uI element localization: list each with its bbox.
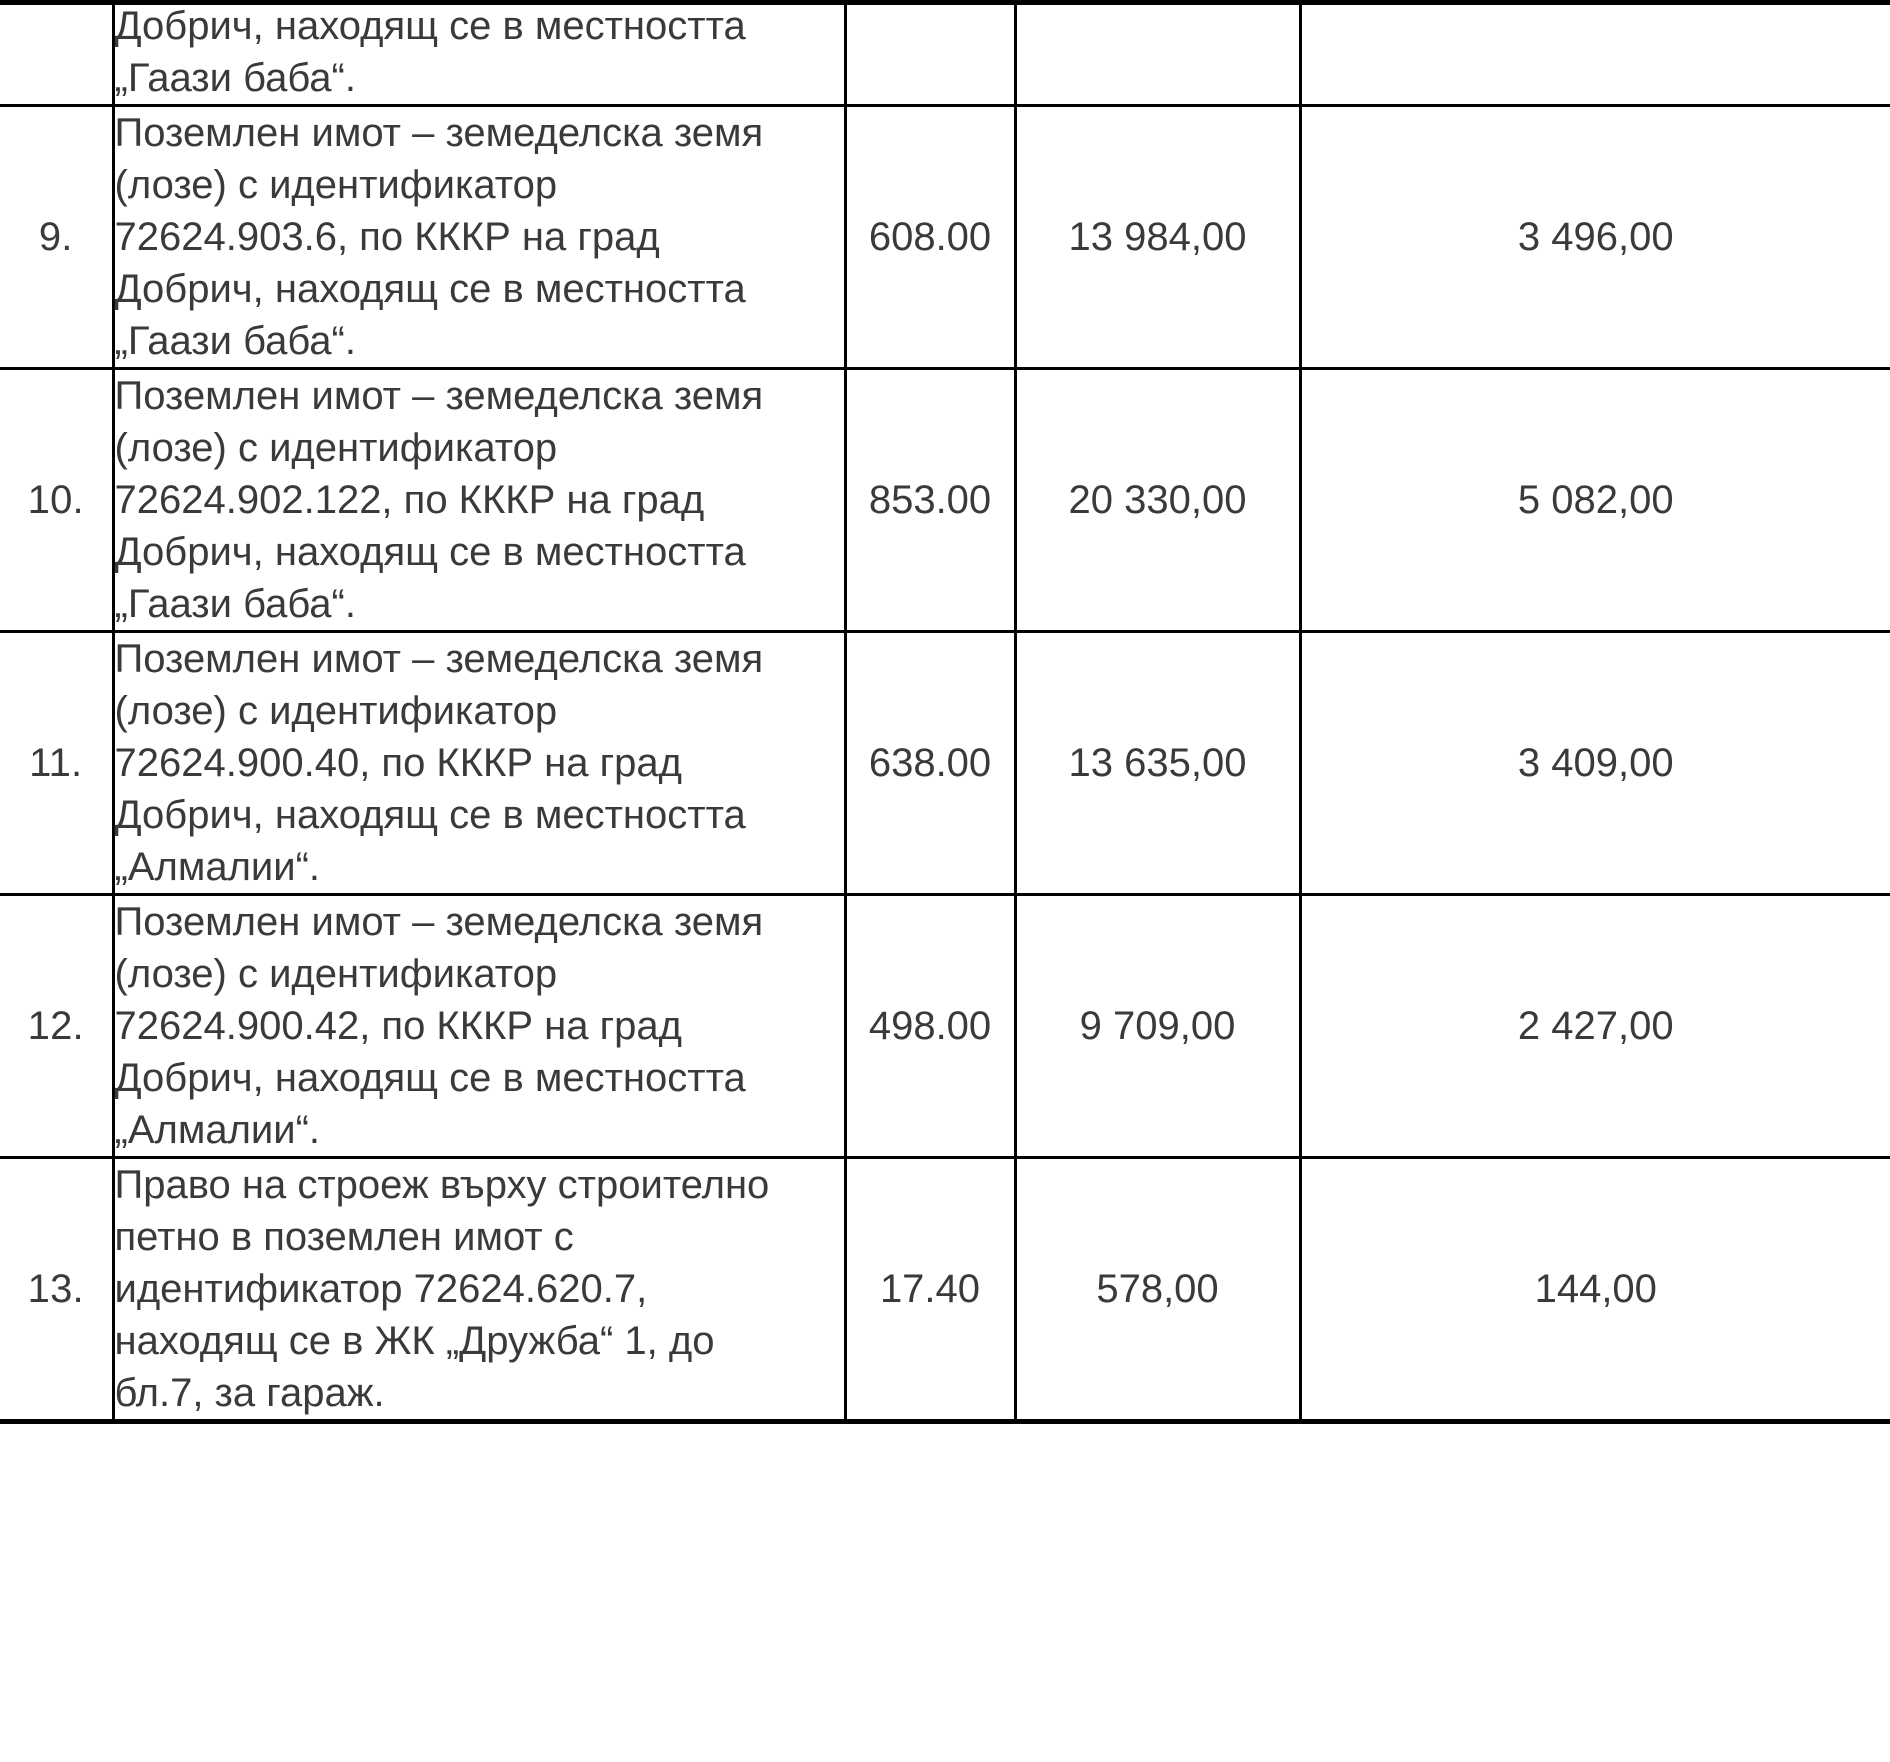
property-inventory-table: Добрич, находящ се в местността „Гаази б… [0, 0, 1890, 1424]
row-description-cell: Право на строеж върху строително петно в… [111, 1156, 845, 1424]
row-value1-cell: 9 709,00 [1013, 893, 1300, 1158]
table-row: 13. Право на строеж върху строително пет… [0, 1156, 1890, 1424]
description-line: Поземлен имот – земеделска земя [114, 111, 764, 155]
description-line: „Алмалии“. [114, 845, 321, 889]
description-line: Поземлен имот – земеделска земя [114, 374, 764, 418]
description-line: 72624.900.40, по КККР на град [114, 741, 683, 785]
table-row: 11. Поземлен имот – земеделска земя (лоз… [0, 630, 1890, 895]
description-line: Добрич, находящ се в местността [114, 530, 746, 574]
description-line: (лозе) с идентификатор [114, 163, 558, 207]
row-number-cell: 10. [0, 367, 113, 632]
row-value2-cell: 2 427,00 [1298, 893, 1890, 1158]
row-value2-cell: 3 409,00 [1298, 630, 1890, 895]
description-line: бл.7, за гараж. [114, 1371, 385, 1415]
table-row: 9. Поземлен имот – земеделска земя (лозе… [0, 104, 1890, 369]
description-line: Поземлен имот – земеделска земя [114, 900, 764, 944]
table-row: 10. Поземлен имот – земеделска земя (лоз… [0, 367, 1890, 632]
row-area-cell: 853.00 [843, 367, 1015, 632]
description-line: „Гаази баба“. [114, 319, 356, 363]
table-body: Добрич, находящ се в местността „Гаази б… [0, 0, 1890, 1424]
description-line: Право на строеж върху строително [114, 1163, 770, 1207]
description-line: (лозе) с идентификатор [114, 689, 558, 733]
description-line: „Гаази баба“. [114, 56, 356, 100]
description-line: 72624.902.122, по КККР на град [114, 478, 705, 522]
row-description-cell: Поземлен имот – земеделска земя (лозе) с… [111, 367, 845, 632]
row-number-cell: 11. [0, 630, 113, 895]
row-description-cell: Добрич, находящ се в местността „Гаази б… [111, 0, 845, 106]
row-area-cell [843, 0, 1015, 106]
row-description-cell: Поземлен имот – земеделска земя (лозе) с… [111, 630, 845, 895]
description-line: „Гаази баба“. [114, 582, 356, 626]
description-line: находящ се в ЖК „Дружба“ 1, до [114, 1319, 715, 1363]
description-line: Добрич, находящ се в местността [114, 267, 746, 311]
description-line: петно в поземлен имот с [114, 1215, 574, 1259]
row-value1-cell: 578,00 [1013, 1156, 1300, 1424]
description-line: 72624.900.42, по КККР на град [114, 1004, 683, 1048]
description-line: идентификатор 72624.620.7, [114, 1267, 648, 1311]
row-value2-cell [1298, 0, 1890, 106]
row-value1-cell [1013, 0, 1300, 106]
description-line: 72624.903.6, по КККР на град [114, 215, 660, 259]
row-value2-cell: 3 496,00 [1298, 104, 1890, 369]
row-description-cell: Поземлен имот – земеделска земя (лозе) с… [111, 104, 845, 369]
table-row: 12. Поземлен имот – земеделска земя (лоз… [0, 893, 1890, 1158]
description-line: „Алмалии“. [114, 1108, 321, 1152]
row-area-cell: 17.40 [843, 1156, 1015, 1424]
row-area-cell: 498.00 [843, 893, 1015, 1158]
row-number-cell: 13. [0, 1156, 113, 1424]
table-row: Добрич, находящ се в местността „Гаази б… [0, 0, 1890, 106]
table-top-rule [0, 0, 1890, 5]
row-value1-cell: 13 635,00 [1013, 630, 1300, 895]
row-value1-cell: 20 330,00 [1013, 367, 1300, 632]
row-area-cell: 608.00 [843, 104, 1015, 369]
row-value2-cell: 5 082,00 [1298, 367, 1890, 632]
row-area-cell: 638.00 [843, 630, 1015, 895]
row-number-cell: 9. [0, 104, 113, 369]
row-number-cell [0, 0, 113, 106]
description-line: Поземлен имот – земеделска земя [114, 637, 764, 681]
description-line: Добрич, находящ се в местността [114, 1056, 746, 1100]
row-description-cell: Поземлен имот – земеделска земя (лозе) с… [111, 893, 845, 1158]
row-value2-cell: 144,00 [1298, 1156, 1890, 1424]
description-line: (лозе) с идентификатор [114, 426, 558, 470]
description-line: (лозе) с идентификатор [114, 952, 558, 996]
description-line: Добрич, находящ се в местността [114, 4, 746, 48]
description-line: Добрич, находящ се в местността [114, 793, 746, 837]
row-value1-cell: 13 984,00 [1013, 104, 1300, 369]
row-number-cell: 12. [0, 893, 113, 1158]
